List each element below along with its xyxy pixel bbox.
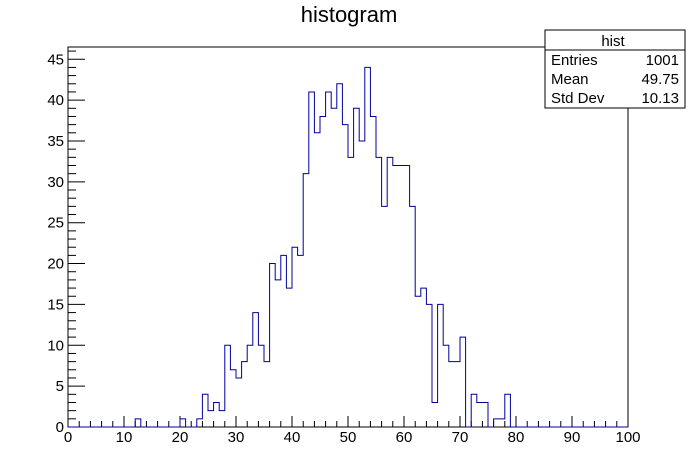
- x-axis-tick-labels: 0 10 20 30 40 50 60 70 80 90 100: [64, 429, 641, 446]
- x-tick-label: 50: [340, 429, 357, 446]
- x-tick-label: 90: [564, 429, 581, 446]
- y-tick-label: 35: [47, 133, 64, 150]
- x-tick-label: 40: [284, 429, 301, 446]
- y-tick-label: 45: [47, 51, 64, 68]
- plot-frame: [67, 46, 629, 428]
- x-tick-label: 30: [228, 429, 245, 446]
- x-tick-label: 0: [64, 429, 72, 446]
- x-tick-label: 80: [508, 429, 525, 446]
- chart-title: histogram: [301, 2, 398, 27]
- y-axis-tick-labels: 0 5 10 15 20 25 30 35 40 45: [47, 51, 64, 436]
- histogram-series-hist: [68, 66, 628, 428]
- x-tick-label: 100: [615, 429, 640, 446]
- y-tick-label: 15: [47, 296, 64, 313]
- stats-value-stddev: 10.13: [641, 90, 679, 107]
- stats-value-mean: 49.75: [641, 71, 679, 88]
- x-tick-label: 60: [396, 429, 413, 446]
- y-tick-label: 5: [56, 378, 64, 395]
- x-tick-label: 10: [116, 429, 133, 446]
- y-tick-label: 40: [47, 92, 64, 109]
- stats-label-entries: Entries: [551, 52, 598, 69]
- y-tick-label: 0: [56, 419, 64, 436]
- x-tick-label: 70: [452, 429, 469, 446]
- stats-title: hist: [601, 33, 625, 50]
- stats-value-entries: 1001: [646, 52, 679, 69]
- y-tick-label: 25: [47, 215, 64, 232]
- y-tick-label: 20: [47, 256, 64, 273]
- y-tick-label: 10: [47, 337, 64, 354]
- x-axis-ticks: [67, 416, 629, 427]
- x-tick-label: 20: [172, 429, 189, 446]
- stats-box-frame: [544, 29, 686, 109]
- stats-label-stddev: Std Dev: [551, 90, 605, 107]
- y-tick-label: 30: [47, 174, 64, 191]
- stats-label-mean: Mean: [551, 71, 589, 88]
- y-axis-ticks: [68, 50, 85, 428]
- stats-legend: hist Entries 1001 Mean 49.75 Std Dev 10.…: [544, 29, 686, 109]
